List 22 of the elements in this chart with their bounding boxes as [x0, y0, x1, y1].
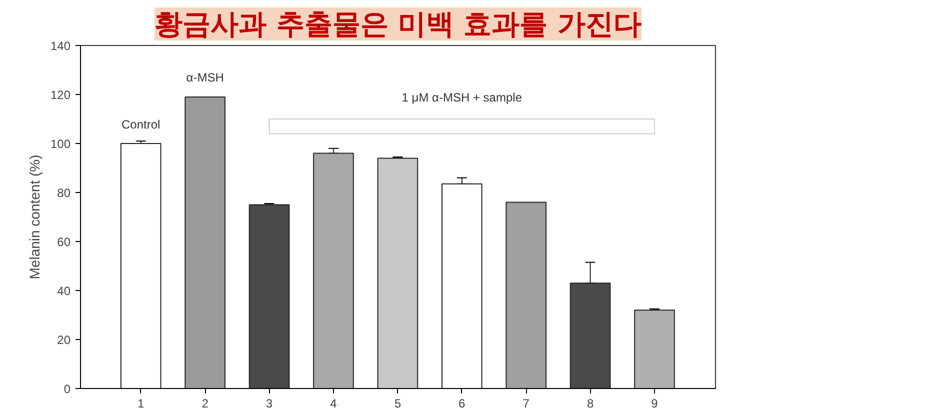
y-tick-label: 80	[57, 186, 71, 200]
y-tick-label: 120	[50, 88, 71, 102]
x-tick-label: 8	[586, 396, 594, 410]
y-tick-label: 40	[57, 284, 71, 298]
y-tick-label: 140	[50, 39, 71, 53]
y-axis-title: Melanin content (%)	[26, 154, 42, 280]
x-tick-label: 2	[202, 396, 209, 410]
annotation: α-MSH	[186, 70, 224, 85]
x-tick-label: 3	[266, 396, 273, 410]
annotation: Control	[122, 117, 160, 132]
x-tick-label: 6	[458, 396, 466, 410]
y-tick-label: 0	[64, 382, 71, 396]
x-tick-label: 5	[394, 396, 402, 410]
x-tick-label: 1	[138, 396, 145, 410]
x-tick-label: 7	[522, 396, 530, 410]
annotation: 1 μM α-MSH + sample	[402, 90, 522, 104]
y-tick-label: 60	[57, 235, 71, 249]
y-tick-label: 20	[57, 333, 71, 347]
x-tick-label: 9	[651, 396, 658, 410]
chart-title: 황금사과 추출물은 미백 효과를 가진다	[154, 8, 642, 40]
x-tick-label: 4	[330, 396, 338, 410]
y-tick-label: 100	[50, 137, 71, 151]
